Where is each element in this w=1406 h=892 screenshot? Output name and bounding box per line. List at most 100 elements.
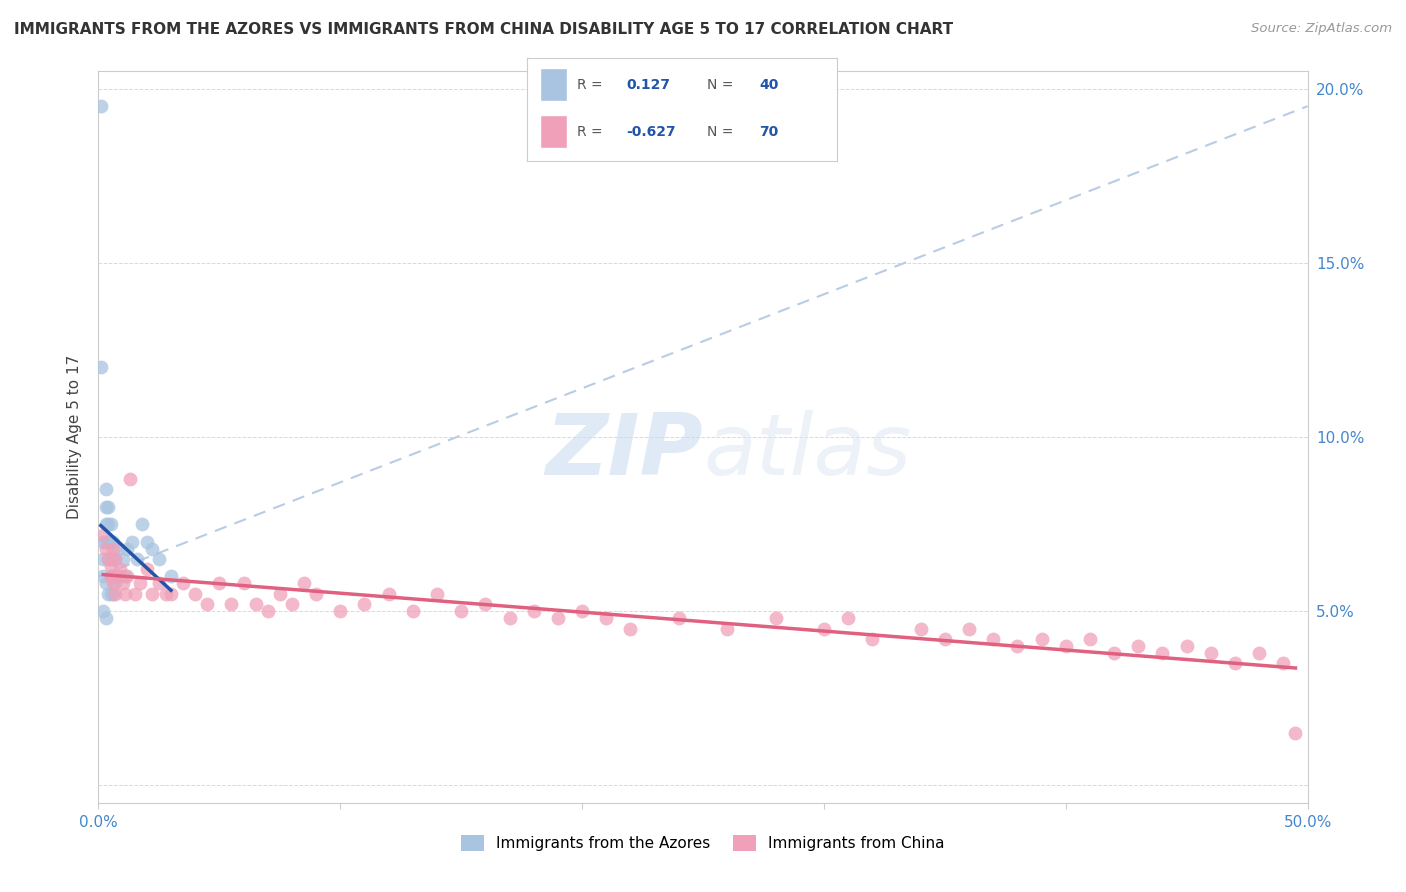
Point — [523, 604, 546, 618]
Point — [141, 541, 163, 556]
Point — [100, 558, 122, 573]
Point — [1199, 646, 1222, 660]
Point — [245, 597, 267, 611]
Point — [402, 604, 425, 618]
Point — [101, 576, 124, 591]
Text: 70: 70 — [759, 125, 779, 139]
Point — [148, 576, 170, 591]
Point — [1128, 639, 1150, 653]
Point — [124, 587, 146, 601]
Point — [1007, 639, 1029, 653]
Point — [148, 552, 170, 566]
Text: ZIP: ZIP — [546, 410, 703, 493]
Point — [97, 534, 120, 549]
Point — [91, 534, 114, 549]
Point — [716, 622, 738, 636]
Point — [305, 587, 328, 601]
Text: Source: ZipAtlas.com: Source: ZipAtlas.com — [1251, 22, 1392, 36]
Point — [668, 611, 690, 625]
Text: R =: R = — [576, 78, 602, 92]
Point — [104, 576, 127, 591]
Point — [135, 562, 157, 576]
Point — [1272, 657, 1295, 671]
Point — [94, 534, 117, 549]
Text: N =: N = — [707, 125, 733, 139]
Point — [232, 576, 254, 591]
Point — [107, 541, 129, 556]
Point — [91, 527, 114, 541]
Point — [100, 569, 122, 583]
Point — [101, 569, 124, 583]
Point — [101, 587, 124, 601]
Point — [141, 587, 163, 601]
Point — [121, 534, 143, 549]
Point — [172, 576, 194, 591]
Point — [97, 552, 120, 566]
Point — [498, 611, 520, 625]
Point — [160, 587, 183, 601]
Point — [104, 552, 127, 566]
Point — [571, 604, 593, 618]
Point — [1249, 646, 1271, 660]
Point — [1031, 632, 1053, 646]
Text: 40: 40 — [759, 78, 779, 92]
Point — [97, 552, 120, 566]
Point — [981, 632, 1004, 646]
Point — [108, 569, 131, 583]
Point — [813, 622, 835, 636]
Point — [100, 534, 122, 549]
Point — [97, 517, 120, 532]
Point — [1078, 632, 1101, 646]
Point — [90, 360, 112, 375]
Point — [128, 576, 150, 591]
Point — [117, 569, 139, 583]
Point — [91, 604, 114, 618]
Point — [100, 552, 122, 566]
Text: IMMIGRANTS FROM THE AZORES VS IMMIGRANTS FROM CHINA DISABILITY AGE 5 TO 17 CORRE: IMMIGRANTS FROM THE AZORES VS IMMIGRANTS… — [14, 22, 953, 37]
Point — [269, 587, 291, 601]
Point — [547, 611, 569, 625]
Text: N =: N = — [707, 78, 733, 92]
Point — [100, 587, 122, 601]
Point — [101, 541, 124, 556]
Point — [450, 604, 472, 618]
Point — [329, 604, 352, 618]
Point — [195, 597, 218, 611]
Point — [1223, 657, 1246, 671]
Point — [94, 541, 117, 556]
Point — [160, 569, 183, 583]
Point — [595, 611, 617, 625]
Point — [934, 632, 956, 646]
Point — [1175, 639, 1198, 653]
Point — [111, 552, 134, 566]
Point — [1102, 646, 1125, 660]
Legend: Immigrants from the Azores, Immigrants from China: Immigrants from the Azores, Immigrants f… — [456, 830, 950, 857]
Point — [221, 597, 243, 611]
Point — [860, 632, 883, 646]
Point — [97, 587, 120, 601]
Point — [101, 534, 124, 549]
Point — [94, 517, 117, 532]
Point — [91, 552, 114, 566]
Y-axis label: Disability Age 5 to 17: Disability Age 5 to 17 — [67, 355, 83, 519]
Point — [353, 597, 375, 611]
Point — [94, 483, 117, 497]
Point — [910, 622, 932, 636]
Point — [114, 587, 136, 601]
Point — [107, 569, 129, 583]
Point — [292, 576, 315, 591]
Point — [135, 534, 157, 549]
Point — [281, 597, 304, 611]
Point — [1284, 726, 1306, 740]
Point — [837, 611, 859, 625]
Bar — [540, 69, 568, 101]
Text: R =: R = — [576, 125, 602, 139]
Point — [114, 569, 136, 583]
Point — [426, 587, 449, 601]
Point — [377, 587, 399, 601]
Point — [94, 611, 117, 625]
Point — [765, 611, 787, 625]
Point — [208, 576, 231, 591]
Point — [1152, 646, 1174, 660]
Point — [108, 562, 131, 576]
